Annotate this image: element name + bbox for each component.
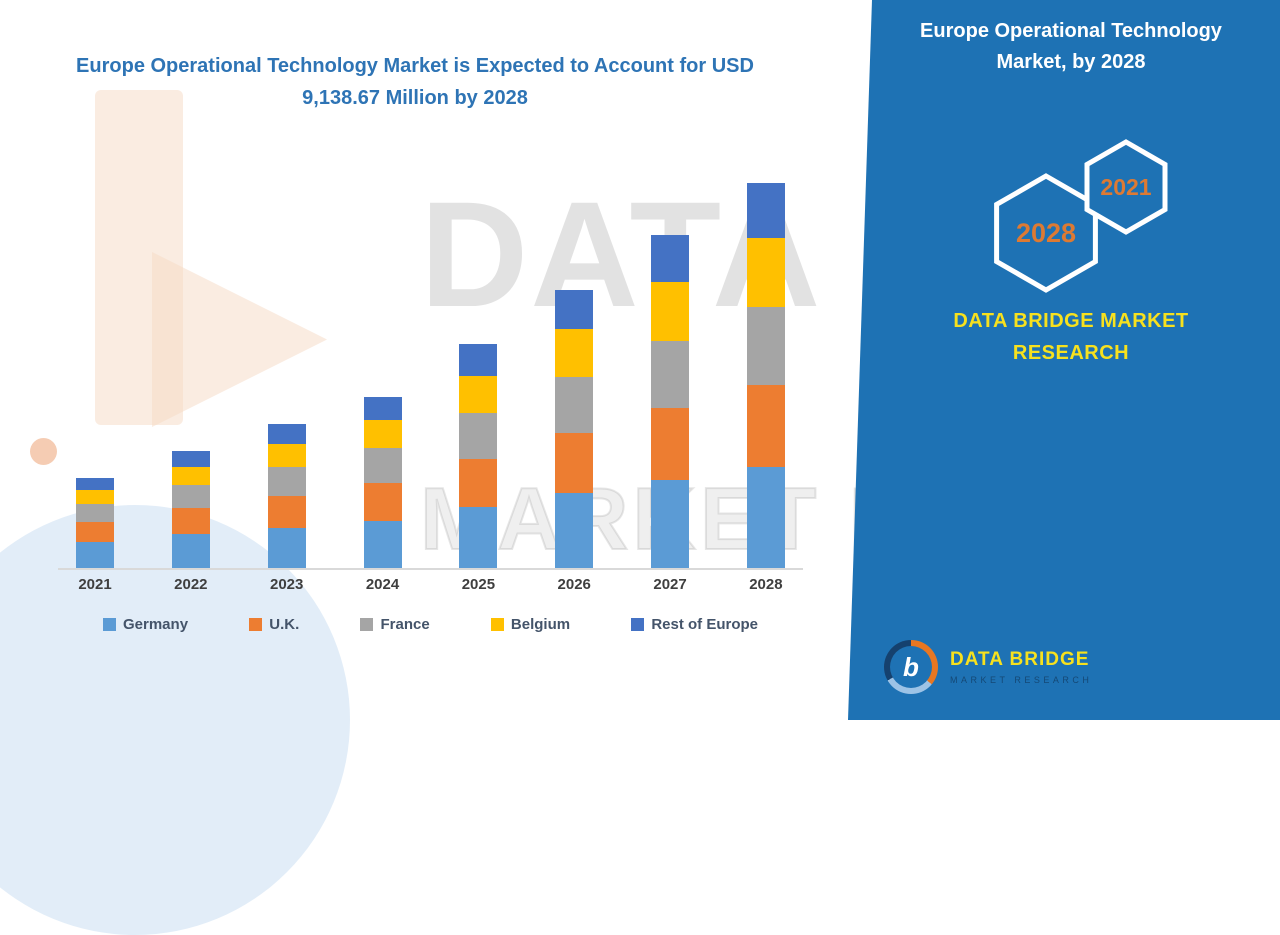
bar-segment-u-k	[746, 384, 785, 467]
year-label-2024: 2024	[365, 576, 400, 593]
bar-segment-germany	[363, 520, 402, 568]
bar-segment-belgium	[459, 375, 498, 414]
bar-segment-germany	[555, 493, 594, 568]
bar-segment-germany	[651, 479, 690, 568]
legend-item-rest-of-europe: Rest of Europe	[631, 616, 758, 633]
bar-segment-france	[76, 504, 114, 522]
legend-item-germany: Germany	[103, 616, 188, 633]
bar-segment-germany	[459, 506, 498, 568]
legend-item-france: France	[360, 616, 430, 633]
bar-segment-rest-of-europe	[363, 396, 402, 421]
logo-text: DATA BRIDGE MARKET RESEARCH	[950, 649, 1092, 685]
bar-segment-rest-of-europe	[746, 183, 785, 238]
bars	[58, 168, 803, 570]
bar-segment-belgium	[555, 328, 594, 378]
legend-swatch-germany	[103, 618, 116, 631]
bar-segment-france	[363, 448, 402, 483]
bar-segment-u-k	[555, 433, 594, 493]
year-label-2025: 2025	[461, 576, 496, 593]
hexagon-badges: 2028 2021	[994, 139, 1168, 293]
legend: Germany U.K. France Belgium Rest of Europe	[58, 616, 803, 633]
legend-label-rest-of-europe: Rest of Europe	[651, 616, 758, 633]
logo-subtitle: MARKET RESEARCH	[950, 675, 1093, 685]
year-label-2021: 2021	[78, 576, 112, 593]
bar-segment-rest-of-europe	[459, 344, 498, 376]
bar-2024	[363, 396, 402, 568]
legend-swatch-rest-of-europe	[631, 618, 645, 631]
legend-swatch-france	[360, 618, 374, 631]
hexagon-2028-label: 2028	[1016, 218, 1076, 248]
year-label-2028: 2028	[749, 576, 783, 593]
bar-segment-u-k	[76, 521, 114, 542]
bar-segment-rest-of-europe	[171, 450, 210, 467]
bar-2025	[459, 344, 498, 568]
bar-2022	[171, 450, 210, 568]
bar-segment-germany	[171, 534, 210, 568]
logo-name: DATA BRIDGE	[950, 649, 1090, 670]
bar-segment-u-k	[651, 407, 690, 480]
legend-label-france: France	[380, 616, 430, 633]
panel-title: Europe Operational Technology Market, by…	[920, 20, 1222, 73]
hexagon-2021	[1084, 139, 1168, 235]
bar-segment-rest-of-europe	[267, 424, 306, 445]
logo-monogram: b	[890, 646, 932, 688]
bar-segment-france	[746, 306, 785, 385]
legend-label-germany: Germany	[123, 616, 189, 633]
bar-segment-rest-of-europe	[76, 478, 114, 491]
bar-segment-france	[459, 413, 498, 459]
bar-segment-belgium	[363, 420, 402, 449]
bar-segment-france	[267, 467, 306, 496]
bar-segment-u-k	[267, 496, 306, 528]
legend-swatch-belgium	[490, 618, 504, 631]
bar-segment-france	[555, 377, 594, 434]
year-label-2026: 2026	[557, 576, 591, 593]
bar-2026	[555, 290, 594, 568]
company-logo: b DATA BRIDGE MARKET RESEARCH	[884, 640, 1092, 694]
legend-label-belgium: Belgium	[510, 616, 571, 633]
bar-segment-u-k	[363, 482, 402, 521]
bar-segment-germany	[746, 466, 785, 568]
bar-segment-rest-of-europe	[651, 235, 690, 282]
stacked-bar-chart: 2021 2022 2023 2024 2025 2026 2027 2028	[58, 168, 803, 593]
bar-2028	[746, 183, 785, 568]
legend-item-u-k: U.K.	[249, 616, 299, 633]
legend-swatch-u-k	[249, 618, 263, 631]
logo-ring-icon: b	[884, 640, 938, 694]
year-label-2023: 2023	[270, 576, 304, 593]
bar-segment-belgium	[651, 281, 690, 341]
year-label-2022: 2022	[174, 576, 208, 593]
brand-text: DATA BRIDGE MARKET RESEARCH	[953, 310, 1189, 364]
bar-segment-belgium	[171, 466, 210, 486]
bar-2027	[651, 235, 690, 568]
legend-item-belgium: Belgium	[490, 616, 571, 633]
bar-segment-belgium	[746, 237, 785, 307]
bar-segment-germany	[267, 528, 306, 568]
bar-segment-rest-of-europe	[555, 290, 594, 329]
legend-label-u-k: U.K.	[269, 616, 300, 633]
bar-segment-u-k	[459, 458, 498, 507]
bar-2021	[76, 478, 114, 568]
bar-segment-u-k	[171, 508, 210, 535]
bar-segment-france	[171, 485, 210, 509]
side-panel: Europe Operational Technology Market, by…	[848, 0, 1280, 720]
year-label-2027: 2027	[653, 576, 687, 593]
bar-2023	[267, 424, 306, 568]
watermark-logo-dot	[30, 438, 57, 465]
bar-segment-belgium	[76, 490, 114, 505]
hexagon-2021-label: 2021	[1100, 174, 1151, 200]
bar-segment-germany	[76, 541, 114, 568]
year-labels: 2021 2022 2023 2024 2025 2026 2027 2028	[58, 576, 803, 593]
bar-segment-belgium	[267, 444, 306, 468]
bar-segment-france	[651, 340, 690, 408]
chart-title: Europe Operational Technology Market is …	[76, 55, 754, 109]
